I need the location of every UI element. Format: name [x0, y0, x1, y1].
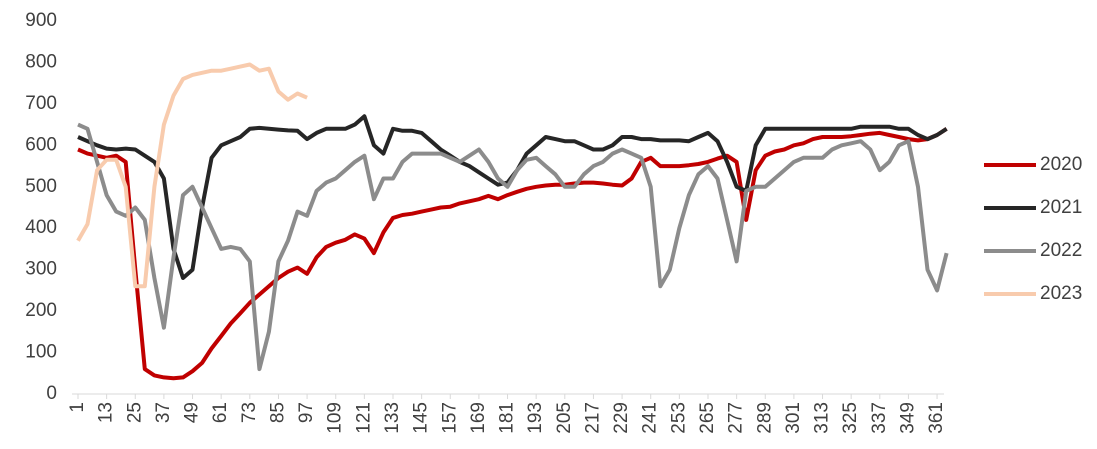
x-tick-label: 73: [239, 402, 260, 423]
x-tick-label: 337: [869, 402, 890, 434]
x-tick-label: 313: [812, 402, 833, 434]
x-tick-label: 265: [697, 402, 718, 434]
x-tick-label: 37: [153, 402, 174, 423]
y-tick-label: 200: [25, 300, 57, 321]
legend-label: 2021: [1040, 197, 1082, 218]
x-tick-label: 133: [382, 402, 403, 434]
x-tick-label: 361: [926, 402, 947, 434]
x-tick-label: 61: [210, 402, 231, 423]
x-tick-label: 49: [182, 402, 203, 423]
x-tick-label: 253: [668, 402, 689, 434]
x-tick-label: 229: [611, 402, 632, 434]
x-tick-label: 241: [640, 402, 661, 434]
legend-label: 2023: [1040, 283, 1082, 304]
x-tick-label: 109: [325, 402, 346, 434]
y-tick-label: 500: [25, 176, 57, 197]
x-tick-label: 217: [582, 402, 603, 434]
x-tick-label: 157: [439, 402, 460, 434]
x-tick-label: 145: [411, 402, 432, 434]
y-tick-label: 600: [25, 134, 57, 155]
y-tick-label: 800: [25, 51, 57, 72]
series-line: [76, 62, 308, 289]
y-tick-label: 400: [25, 217, 57, 238]
y-tick-label: 900: [25, 10, 57, 31]
x-tick-label: 193: [525, 402, 546, 434]
x-tick-label: 289: [754, 402, 775, 434]
x-tick-label: 85: [267, 402, 288, 423]
x-tick-label: 301: [783, 402, 804, 434]
y-tick-label: 700: [25, 93, 57, 114]
series-line: [77, 114, 948, 280]
y-tick-label: 100: [25, 342, 57, 363]
legend-label: 2022: [1040, 240, 1082, 261]
x-tick-label: 349: [897, 402, 918, 434]
x-tick-label: 169: [468, 402, 489, 434]
y-tick-label: 0: [46, 383, 57, 404]
x-tick-label: 1: [67, 402, 88, 413]
x-tick-label: 325: [840, 402, 861, 434]
x-tick-label: 181: [497, 402, 518, 434]
x-tick-label: 121: [353, 402, 374, 434]
y-tick-label: 300: [25, 259, 57, 280]
x-tick-label: 25: [124, 402, 145, 423]
x-tick-label: 13: [96, 402, 117, 423]
x-tick-label: 205: [554, 402, 575, 434]
series-line: [77, 122, 949, 372]
x-tick-label: 97: [296, 402, 317, 423]
x-tick-label: 277: [726, 402, 747, 434]
series-line: [77, 127, 948, 381]
legend-label: 2020: [1040, 154, 1082, 175]
